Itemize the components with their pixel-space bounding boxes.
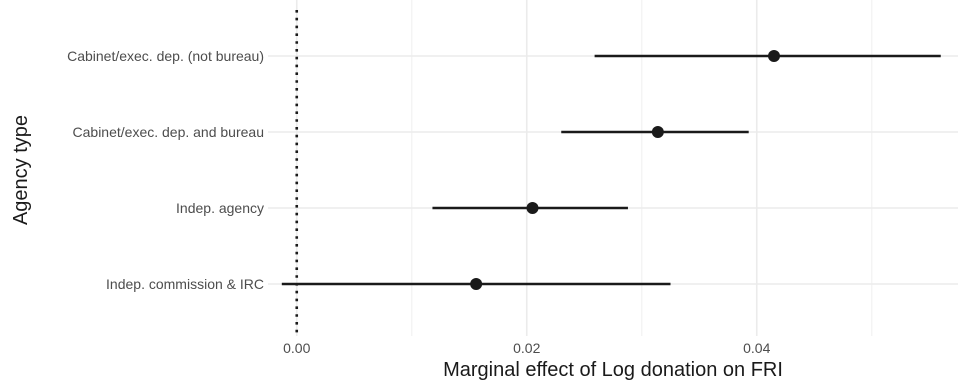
- y-axis-title: Agency type: [10, 115, 32, 225]
- x-axis-tick-labels: 0.00 0.02 0.04: [283, 340, 770, 356]
- x-tick-label: 0.04: [743, 340, 770, 356]
- confidence-intervals: [281, 54, 941, 286]
- x-tick-label: 0.00: [283, 340, 310, 356]
- y-axis-tick-labels: Cabinet/exec. dep. (not bureau) Cabinet/e…: [67, 48, 264, 292]
- y-tick-label: Indep. agency: [176, 200, 264, 216]
- major-gridlines: [268, 0, 958, 336]
- y-tick-label: Cabinet/exec. dep. and bureau: [73, 124, 264, 140]
- x-tick-label: 0.02: [513, 340, 540, 356]
- y-tick-label: Indep. commission & IRC: [106, 276, 264, 292]
- point-estimate: [651, 126, 664, 138]
- point-estimate: [526, 202, 539, 214]
- point-estimates: [470, 50, 780, 290]
- point-estimate: [470, 278, 483, 290]
- x-axis-title: Marginal effect of Log donation on FRI: [443, 359, 783, 381]
- point-estimate: [768, 50, 780, 62]
- y-tick-label: Cabinet/exec. dep. (not bureau): [67, 48, 264, 64]
